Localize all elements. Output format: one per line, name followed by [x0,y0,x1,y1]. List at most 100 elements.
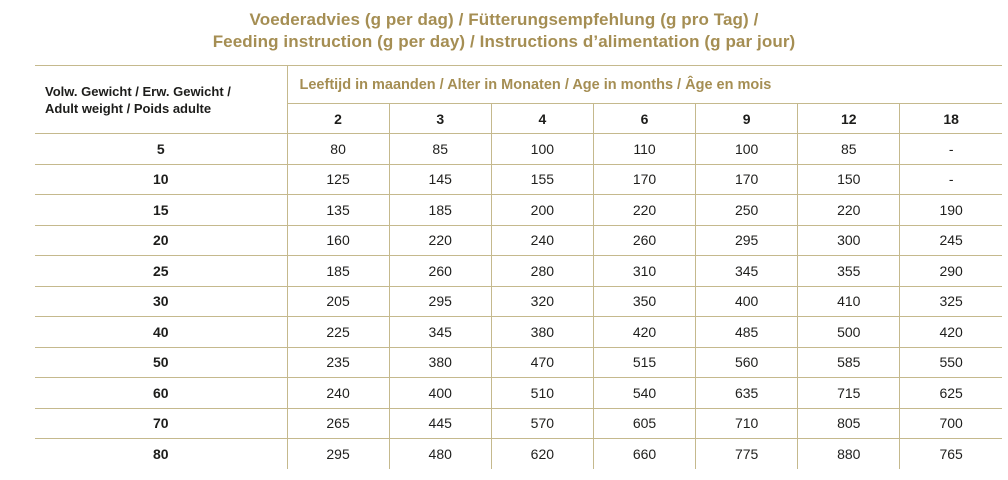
age-header-row: Volw. Gewicht / Erw. Gewicht / Adult wei… [35,65,1002,134]
age-column-9: 9 [695,103,799,134]
value-cell: 380 [490,316,594,348]
weight-cell: 50 [35,346,288,378]
age-columns-row: 2 3 4 6 9 12 18 [35,103,1002,134]
value-cell: 345 [388,316,492,348]
value-cell: 420 [899,316,1002,348]
value-cell: 715 [797,377,901,409]
value-cell: 240 [490,224,594,256]
weight-cell: 25 [35,255,288,287]
weight-cell: 30 [35,285,288,317]
value-cell: 540 [592,377,697,409]
value-cell: 660 [592,438,697,469]
value-cell: 625 [899,377,1002,409]
value-cell: 550 [899,346,1002,378]
page-title-line2: Feeding instruction (g per day) / Instru… [212,32,796,51]
value-cell: 880 [797,438,901,469]
value-cell: 155 [490,163,594,195]
table-row: 80 295 480 620 660 775 880 765 [35,438,1002,469]
value-cell: 355 [797,255,901,287]
value-cell: 235 [286,346,390,378]
weight-cell: 5 [35,133,288,165]
weight-header-cell: Volw. Gewicht / Erw. Gewicht / Adult wei… [35,65,288,134]
value-cell: 400 [695,285,799,317]
feeding-table: Volw. Gewicht / Erw. Gewicht / Adult wei… [35,65,1002,469]
value-cell: 400 [388,377,492,409]
table-row: 15 135 185 200 220 250 220 190 [35,194,1002,226]
weight-header-line2: Adult weight / Poids adulte [45,100,212,116]
value-cell: 295 [388,285,492,317]
value-cell: 700 [899,407,1002,439]
value-cell: 205 [286,285,390,317]
value-cell: 185 [286,255,390,287]
value-cell: 150 [797,163,901,195]
value-cell: 585 [797,346,901,378]
value-cell: 570 [490,407,594,439]
weight-cell: 15 [35,194,288,226]
weight-header-line1: Volw. Gewicht / Erw. Gewicht / [45,83,231,99]
table-row: 40 225 345 380 420 485 500 420 [35,316,1002,348]
age-column-4: 4 [490,103,594,134]
weight-cell: 10 [35,163,288,195]
value-cell: 500 [797,316,901,348]
value-cell: 260 [592,224,697,256]
value-cell: 220 [592,194,697,226]
value-cell: 290 [899,255,1002,287]
table-row: 10 125 145 155 170 170 150- [35,163,1002,195]
value-cell: 510 [490,377,594,409]
value-cell: 480 [388,438,492,469]
value-cell: 325 [899,285,1002,317]
table-row: 25 185 260 280 310 345 355 290 [35,255,1002,287]
value-cell: 100 [490,133,594,165]
value-cell: 605 [592,407,697,439]
value-cell: 85 [797,133,901,165]
page-title: Voederadvies (g per dag) / Fütterungsemp… [0,0,1008,53]
value-cell: 260 [388,255,492,287]
value-cell: 380 [388,346,492,378]
value-cell: 350 [592,285,697,317]
value-cell: 485 [695,316,799,348]
weight-cell: 70 [35,407,288,439]
value-cell: 245 [899,224,1002,256]
table-row: 30 205 295 320 350 400 410 325 [35,285,1002,317]
value-cell: 300 [797,224,901,256]
value-cell: 710 [695,407,799,439]
value-cell: 170 [695,163,799,195]
value-cell: 775 [695,438,799,469]
age-header-cell: Leeftijd in maanden / Alter in Monaten /… [287,65,1002,104]
value-cell: 145 [388,163,492,195]
age-column-2: 2 [286,103,390,134]
value-cell: 410 [797,285,901,317]
value-cell: 220 [388,224,492,256]
table-body: 5 80 85 100 110 100 85-10 125 145 155 170 170 150-15… [35,133,1002,469]
age-column-6: 6 [592,103,697,134]
value-cell: 620 [490,438,594,469]
value-cell: 135 [286,194,390,226]
value-cell: 445 [388,407,492,439]
value-cell: 765 [899,438,1002,469]
value-cell: 420 [592,316,697,348]
value-cell: 80 [286,133,390,165]
table-row: 70 265 445 570 605 710 805 700 [35,407,1002,439]
age-column-3: 3 [388,103,492,134]
value-cell: 185 [388,194,492,226]
value-cell: 110 [592,133,697,165]
value-cell: 85 [388,133,492,165]
value-cell: 200 [490,194,594,226]
age-column-18: 18 [899,103,1002,134]
age-column-12: 12 [797,103,901,134]
value-cell: - [899,163,1002,195]
value-cell: 170 [592,163,697,195]
page-title-line1: Voederadvies (g per dag) / Fütterungsemp… [249,10,759,29]
value-cell: 265 [286,407,390,439]
value-cell: 560 [695,346,799,378]
value-cell: 190 [899,194,1002,226]
weight-cell: 60 [35,377,288,409]
table-row: 60 240 400 510 540 635 715 625 [35,377,1002,409]
value-cell: 100 [695,133,799,165]
value-cell: 220 [797,194,901,226]
value-cell: 160 [286,224,390,256]
value-cell: 310 [592,255,697,287]
value-cell: 295 [695,224,799,256]
value-cell: - [899,133,1002,165]
